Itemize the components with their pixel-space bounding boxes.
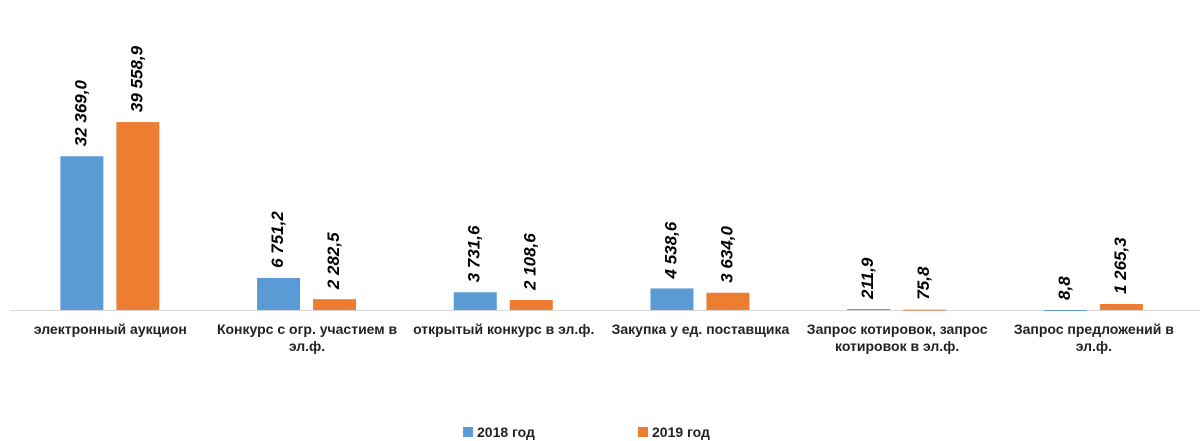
- value-label: 4 538,6: [661, 221, 680, 279]
- x-tick-label: открытый конкурс в эл.ф.: [413, 321, 595, 337]
- x-tick-label: Запрос предложений в эл.ф.: [1013, 321, 1174, 354]
- bar: [453, 292, 497, 310]
- value-label: 6 751,2: [268, 211, 287, 268]
- bar: [847, 308, 891, 310]
- legend-item: 2018 год: [463, 424, 535, 440]
- legend-swatch: [463, 427, 473, 437]
- x-tick-label: электронный аукцион: [33, 321, 187, 337]
- value-label: 3 731,6: [465, 225, 484, 282]
- bar: [313, 299, 357, 310]
- value-label: 32 369,0: [71, 80, 90, 147]
- value-label: 8,8: [1055, 276, 1074, 300]
- bar: [706, 292, 750, 310]
- bar: [257, 277, 301, 310]
- bar: [650, 288, 694, 310]
- bar: [1043, 309, 1087, 311]
- legend-label: 2018 год: [477, 424, 535, 440]
- legend-swatch: [638, 427, 648, 437]
- value-label: 3 634,0: [717, 225, 736, 282]
- bar: [509, 299, 553, 310]
- legend-label: 2019 год: [652, 424, 710, 440]
- bar: [903, 309, 947, 311]
- value-label: 211,9: [858, 257, 877, 300]
- bar: [1099, 303, 1143, 310]
- value-label: 75,8: [914, 266, 933, 300]
- value-label: 39 558,9: [127, 45, 146, 112]
- x-tick-label: Конкурс с огр. участием в эл.ф.: [216, 321, 398, 354]
- x-tick-label: Закупка у ед. поставщика: [611, 321, 790, 337]
- x-tick-label: Запрос котировок, запрос котировок в эл.…: [806, 321, 988, 354]
- value-label: 2 108,6: [521, 233, 540, 291]
- legend-item: 2019 год: [638, 424, 710, 440]
- bar: [116, 122, 160, 311]
- bar: [60, 156, 104, 310]
- value-label: 2 282,5: [324, 232, 343, 290]
- value-label: 1 265,3: [1111, 237, 1130, 294]
